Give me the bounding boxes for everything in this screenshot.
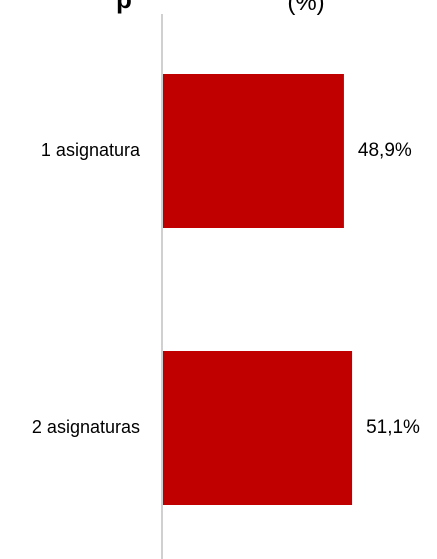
category-label-2: 2 asignaturas	[32, 417, 140, 437]
bar-2	[163, 351, 353, 505]
bar-1	[163, 74, 344, 228]
data-label-1: 48,9%	[358, 140, 412, 161]
chart-title-fragment-unit: (%)	[287, 0, 324, 16]
chart-title-fragment-bold: p	[116, 0, 132, 14]
bars-group: 1 asignatura 48,9% 2 asignaturas 51,1%	[32, 74, 420, 505]
data-label-2: 51,1%	[366, 417, 420, 438]
category-label-1: 1 asignatura	[41, 140, 141, 160]
